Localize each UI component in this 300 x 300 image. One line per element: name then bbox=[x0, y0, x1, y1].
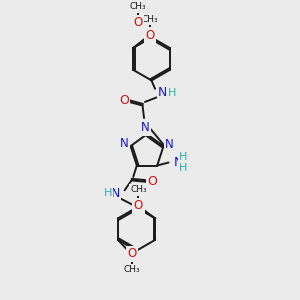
Text: N: N bbox=[165, 138, 174, 151]
Text: O: O bbox=[128, 247, 137, 260]
Text: CH₃: CH₃ bbox=[124, 265, 141, 274]
Text: N: N bbox=[158, 86, 167, 100]
Text: H: H bbox=[179, 164, 188, 173]
Text: N: N bbox=[141, 121, 150, 134]
Text: H: H bbox=[168, 88, 176, 98]
Text: O: O bbox=[147, 176, 157, 188]
Text: N: N bbox=[111, 188, 120, 200]
Text: N: N bbox=[120, 137, 128, 150]
Text: H: H bbox=[103, 188, 112, 198]
Text: O: O bbox=[145, 29, 154, 42]
Text: O: O bbox=[119, 94, 129, 107]
Text: N: N bbox=[173, 156, 183, 169]
Text: O: O bbox=[134, 199, 143, 212]
Text: CH₃: CH₃ bbox=[130, 2, 146, 11]
Text: CH₃: CH₃ bbox=[130, 185, 147, 194]
Text: O: O bbox=[134, 16, 143, 29]
Text: H: H bbox=[179, 152, 188, 161]
Text: CH₃: CH₃ bbox=[141, 15, 158, 24]
